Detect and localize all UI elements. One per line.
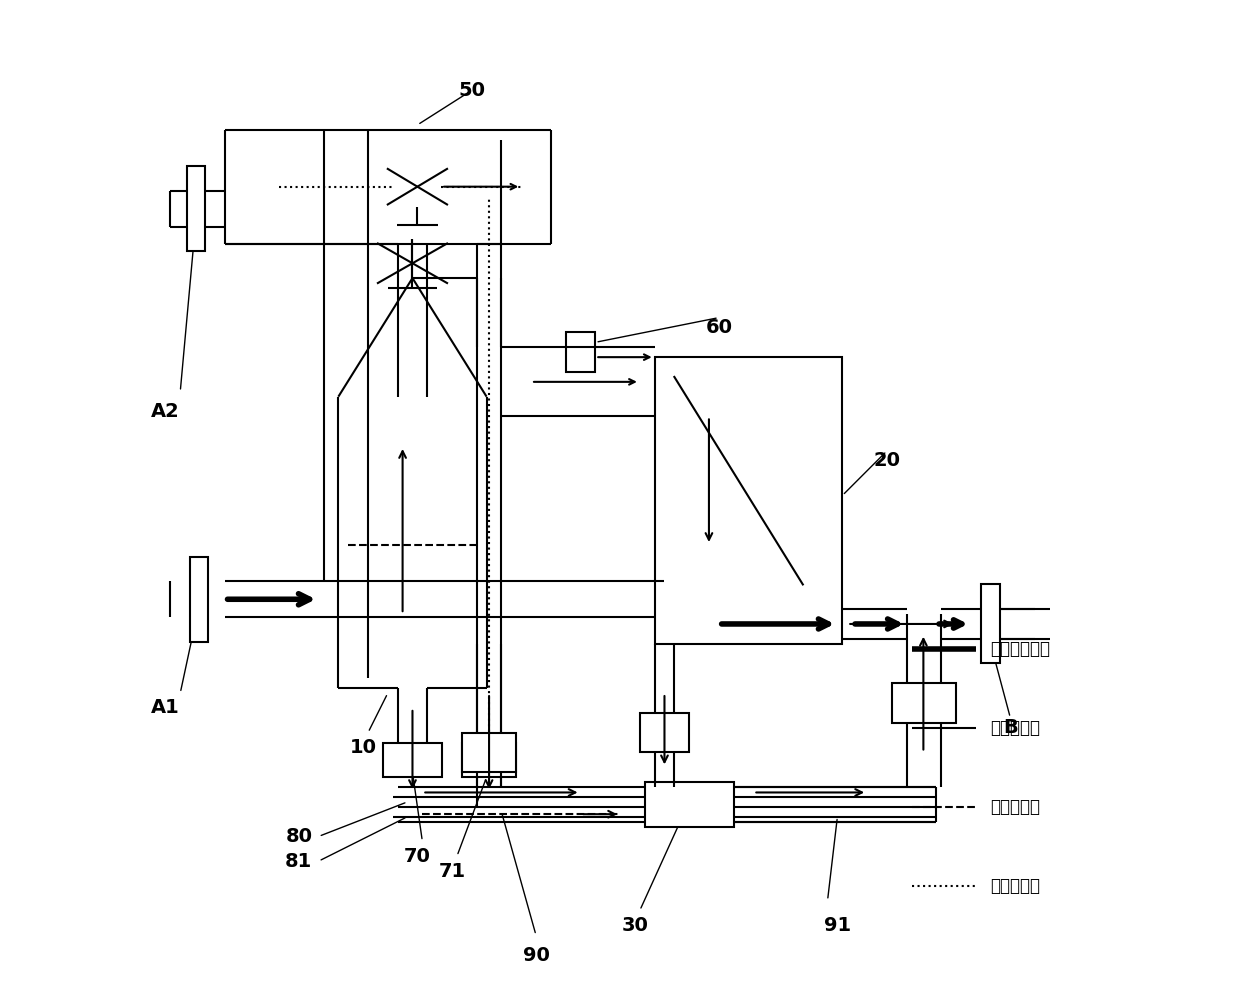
Text: 90: 90 [522, 945, 549, 964]
Bar [187, 166, 205, 252]
Bar [892, 683, 956, 722]
Text: A1: A1 [151, 699, 180, 717]
Text: 91: 91 [823, 916, 851, 935]
Text: 71: 71 [439, 861, 465, 881]
Text: 10: 10 [350, 738, 377, 757]
Text: 30: 30 [621, 916, 649, 935]
Bar [461, 732, 516, 772]
Text: 81: 81 [285, 851, 312, 871]
Text: 50: 50 [459, 81, 485, 100]
Bar [461, 742, 516, 777]
Text: A2: A2 [151, 402, 180, 421]
Text: 60: 60 [706, 318, 733, 337]
Bar [565, 332, 595, 372]
Text: B: B [1003, 718, 1018, 737]
Text: 70: 70 [404, 846, 430, 866]
Bar [383, 742, 443, 777]
Bar [655, 357, 842, 644]
Text: 套管气气体: 套管气气体 [991, 877, 1040, 895]
Text: 分离后气体: 分离后气体 [991, 798, 1040, 816]
Bar [190, 557, 208, 642]
Text: 80: 80 [285, 826, 312, 846]
Bar [981, 585, 1001, 664]
Text: 分离后液体: 分离后液体 [991, 718, 1040, 736]
Text: 油气水混合液: 油气水混合液 [991, 639, 1050, 658]
Text: 20: 20 [873, 452, 900, 471]
Bar [645, 782, 734, 826]
Bar [640, 713, 689, 752]
